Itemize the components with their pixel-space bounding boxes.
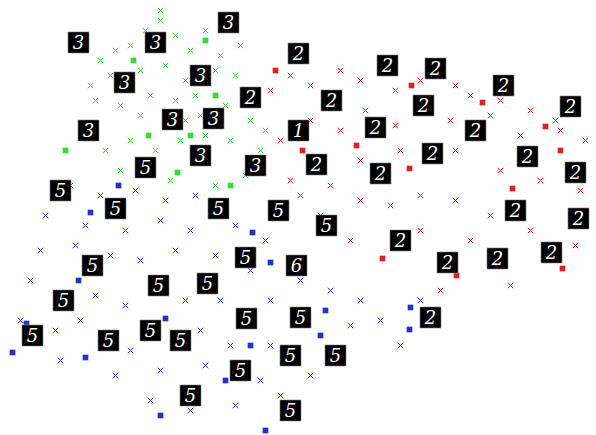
svg-text:3: 3 — [83, 120, 94, 141]
svg-text:2: 2 — [374, 163, 386, 184]
svg-text:5: 5 — [58, 290, 69, 311]
svg-text:2: 2 — [325, 90, 337, 111]
svg-text:5: 5 — [110, 198, 121, 219]
svg-text:2: 2 — [441, 252, 453, 273]
svg-text:5: 5 — [103, 330, 114, 351]
svg-text:5: 5 — [273, 200, 284, 221]
svg-text:2: 2 — [381, 55, 393, 76]
svg-text:2: 2 — [491, 248, 503, 269]
svg-text:5: 5 — [285, 400, 296, 421]
svg-text:5: 5 — [55, 180, 66, 201]
svg-text:5: 5 — [140, 157, 151, 178]
svg-text:2: 2 — [424, 307, 436, 328]
svg-text:3: 3 — [167, 109, 178, 130]
svg-text:1: 1 — [293, 120, 304, 141]
svg-text:5: 5 — [185, 385, 196, 406]
svg-text:2: 2 — [509, 200, 521, 221]
svg-text:2: 2 — [369, 117, 381, 138]
svg-text:6: 6 — [291, 255, 302, 276]
svg-text:5: 5 — [202, 273, 213, 294]
svg-text:3: 3 — [195, 65, 206, 86]
svg-text:2: 2 — [292, 43, 304, 64]
svg-text:2: 2 — [394, 230, 406, 251]
svg-text:3: 3 — [150, 32, 161, 53]
svg-text:2: 2 — [429, 58, 441, 79]
svg-text:5: 5 — [295, 307, 306, 328]
svg-text:2: 2 — [310, 154, 322, 175]
svg-text:2: 2 — [521, 146, 533, 167]
svg-text:2: 2 — [572, 208, 584, 229]
svg-text:5: 5 — [175, 330, 186, 351]
svg-text:2: 2 — [244, 87, 256, 108]
svg-text:2: 2 — [426, 143, 438, 164]
svg-text:5: 5 — [213, 198, 224, 219]
svg-text:5: 5 — [27, 325, 38, 346]
svg-text:5: 5 — [153, 275, 164, 296]
svg-text:5: 5 — [87, 255, 98, 276]
svg-text:5: 5 — [240, 247, 251, 268]
svg-text:3: 3 — [250, 155, 261, 176]
svg-text:3: 3 — [208, 108, 219, 129]
svg-text:2: 2 — [569, 162, 581, 183]
svg-text:5: 5 — [145, 320, 156, 341]
svg-text:2: 2 — [417, 95, 429, 116]
svg-text:5: 5 — [241, 308, 252, 329]
svg-text:2: 2 — [564, 96, 576, 117]
svg-text:3: 3 — [223, 12, 234, 33]
svg-text:2: 2 — [497, 75, 509, 96]
svg-text:2: 2 — [545, 242, 557, 263]
svg-text:5: 5 — [330, 345, 341, 366]
svg-text:5: 5 — [235, 360, 246, 381]
svg-text:3: 3 — [119, 72, 130, 93]
svg-text:3: 3 — [195, 145, 206, 166]
svg-text:3: 3 — [73, 32, 84, 53]
svg-text:2: 2 — [469, 120, 481, 141]
svg-text:5: 5 — [321, 215, 332, 236]
svg-text:5: 5 — [285, 345, 296, 366]
